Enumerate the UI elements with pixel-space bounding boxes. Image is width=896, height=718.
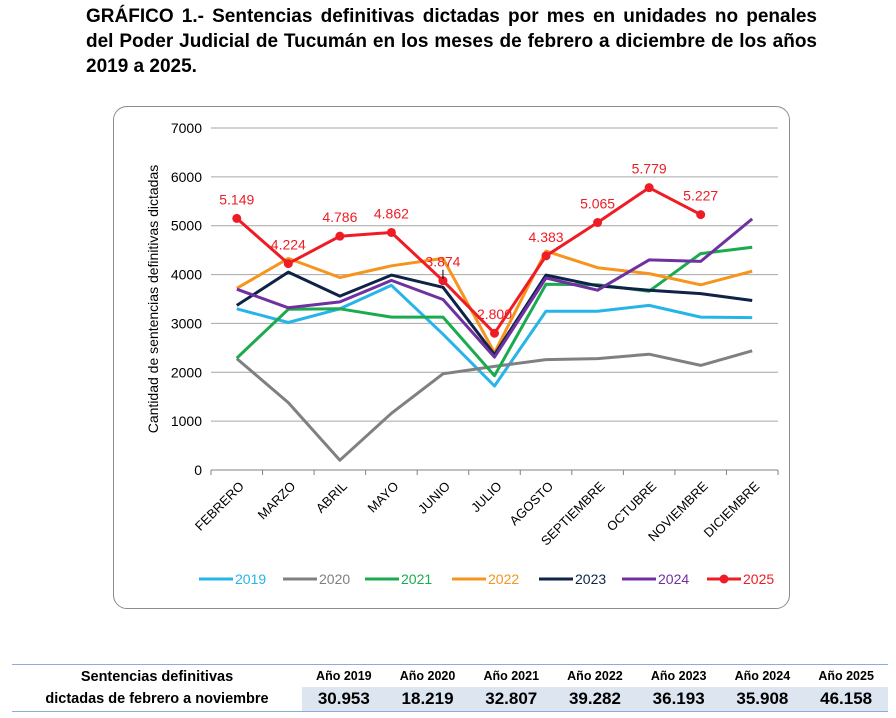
legend-label-2024: 2024 [658, 571, 689, 587]
y-tick-label-5000: 5000 [171, 218, 202, 234]
summary-label: Sentencias definitivas dictadas de febre… [12, 664, 302, 712]
summary-label-line2: dictadas de febrero a noviembre [45, 691, 269, 707]
data-label-2025-4: 3.874 [425, 254, 460, 270]
data-point-2025-1 [283, 259, 293, 269]
data-label-2025-2: 4.786 [322, 209, 357, 225]
year-value-2019: 30.953 [302, 687, 386, 712]
legend-label-2023: 2023 [575, 571, 606, 587]
y-tick-label-7000: 7000 [171, 120, 202, 136]
series-line-2020 [235, 349, 753, 462]
year-header-2019: Año 2019 [302, 664, 386, 687]
y-axis-label: Cantidad de sentencias definitivas dicta… [145, 165, 161, 434]
data-label-2025-9: 5.227 [683, 188, 718, 204]
year-value-2020: 18.219 [385, 687, 470, 712]
legend-label-2022: 2022 [488, 571, 519, 587]
legend-label-2019: 2019 [235, 571, 266, 587]
year-header-2023: Año 2023 [636, 664, 721, 687]
year-header-2020: Año 2020 [385, 664, 470, 687]
x-tick-label-agosto: AGOSTO [506, 479, 556, 529]
year-header-2024: Año 2024 [720, 664, 805, 687]
year-value-2021: 32.807 [469, 687, 554, 712]
summary-header-row: Sentencias definitivas dictadas de febre… [12, 664, 888, 712]
legend-label-2020: 2020 [319, 571, 350, 587]
data-point-2025-8 [644, 183, 654, 193]
x-tick-label-diciembre: DICIEMBRE [701, 478, 763, 540]
series-line-2025 [235, 186, 702, 335]
data-point-2025-7 [593, 218, 603, 228]
page-title: GRÁFICO 1.- Sentencias definitivas dicta… [86, 6, 817, 77]
year-value-2023: 36.193 [636, 687, 721, 712]
x-tick-label-octubre: OCTUBRE [604, 478, 660, 534]
chart-frame: 0 1000 2000 3000 4000 5000 6000 7000 FEBRERO MARZ… [113, 106, 790, 609]
y-tick-label-0: 0 [194, 462, 202, 478]
x-tick-label-mayo: MAYO [365, 479, 402, 516]
x-tick-label-febrero: FEBRERO [192, 479, 247, 534]
year-header-2021: Año 2021 [469, 664, 554, 687]
summary-table: Sentencias definitivas dictadas de febre… [12, 664, 888, 712]
data-label-2025-0: 5.149 [219, 191, 254, 207]
data-point-2025-3 [386, 227, 396, 237]
data-label-2025-7: 5.065 [580, 196, 615, 212]
series-line-2024 [236, 217, 754, 359]
data-label-2025-3: 4.862 [374, 205, 409, 221]
x-tick-label-marzo: MARZO [255, 479, 299, 523]
year-value-2024: 35.908 [720, 687, 805, 712]
data-label-2025-5: 2.800 [477, 306, 512, 322]
year-value-2025: 46.158 [804, 687, 888, 712]
data-label-2025-6: 4.383 [529, 229, 564, 245]
summary-label-line1: Sentencias definitivas [80, 669, 234, 685]
x-tick-label-junio: JUNIO [415, 479, 453, 517]
y-tick-label-2000: 2000 [171, 364, 202, 380]
data-point-2025-4 [438, 276, 448, 286]
x-tick-label-abril: ABRIL [313, 479, 350, 516]
data-point-2025-5 [490, 328, 499, 338]
data-label-2025-1: 4.224 [271, 237, 306, 253]
y-tick-label-6000: 6000 [171, 169, 202, 185]
data-point-2025-0 [232, 213, 242, 223]
year-value-2022: 39.282 [553, 687, 637, 712]
legend-label-2025: 2025 [743, 571, 774, 587]
y-tick-label-1000: 1000 [171, 413, 202, 429]
y-tick-label-4000: 4000 [171, 267, 202, 283]
data-point-2025-6 [541, 251, 551, 261]
year-header-2025: Año 2025 [804, 664, 888, 687]
data-point-2025-9 [696, 210, 706, 220]
line-chart: 0 1000 2000 3000 4000 5000 6000 7000 FEBRERO MARZ… [145, 120, 779, 587]
year-header-2022: Año 2022 [553, 664, 637, 687]
data-label-2025-8: 5.779 [632, 161, 667, 177]
series-line-2019 [236, 283, 753, 388]
data-point-2025-2 [335, 231, 345, 241]
y-tick-label-3000: 3000 [171, 315, 202, 331]
legend-label-2021: 2021 [401, 571, 432, 587]
legend-marker-2025 [719, 574, 729, 584]
x-tick-label-julio: JULIO [468, 479, 505, 516]
summary-value-row: 30.953 18.219 32.807 39.282 36.193 35.90… [12, 687, 888, 712]
